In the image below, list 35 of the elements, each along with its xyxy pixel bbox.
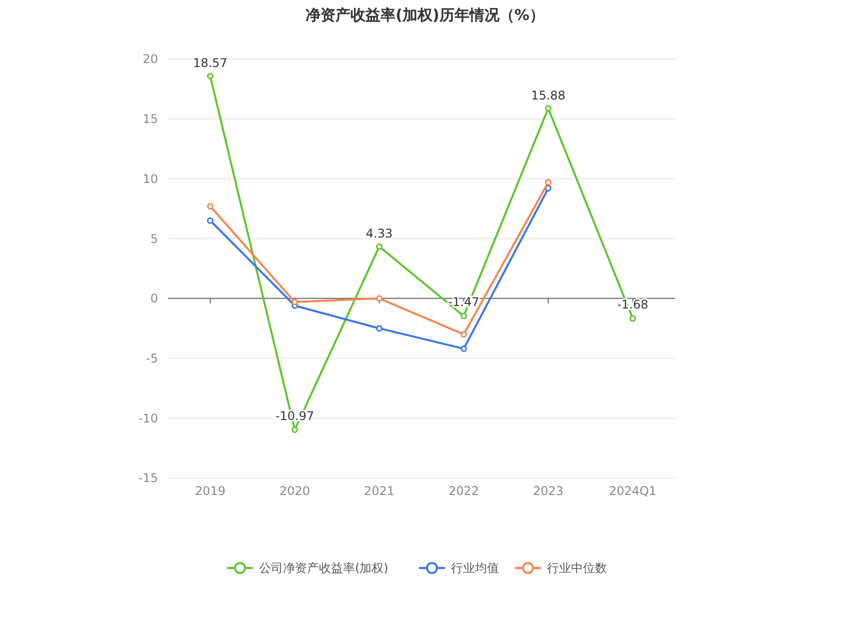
data-label: 4.33 xyxy=(366,226,393,241)
point xyxy=(545,179,552,186)
legend-label: 行业中位数 xyxy=(547,561,607,576)
y-tick-label: 5 xyxy=(150,232,158,246)
point xyxy=(207,72,214,80)
y-tick-label: -15 xyxy=(138,471,158,486)
x-tick-label: 2019 xyxy=(194,484,226,498)
y-tick-label: -10 xyxy=(138,411,158,426)
data-label: 15.88 xyxy=(531,88,566,102)
x-tick-label: 2024Q1 xyxy=(608,484,657,498)
point xyxy=(207,203,214,210)
chart-title: 净资产收益率(加权)历年情况（%） xyxy=(306,6,544,24)
point xyxy=(376,243,382,250)
point xyxy=(545,105,552,112)
y-tick-label: 20 xyxy=(142,52,158,66)
point xyxy=(376,295,382,302)
y-tick-label: 0 xyxy=(150,292,158,306)
x-tick-label: 2023 xyxy=(532,484,564,498)
legend-label: 公司净资产收益率(加权) xyxy=(259,561,388,576)
y-tick-label: 10 xyxy=(142,172,158,186)
point xyxy=(376,325,382,332)
y-tick-label: 15 xyxy=(142,112,158,126)
x-tick-label: 2021 xyxy=(364,484,395,498)
data-label: 18.57 xyxy=(193,56,228,70)
point xyxy=(460,331,467,338)
point xyxy=(630,315,636,322)
point xyxy=(292,298,298,306)
x-tick-label: 2022 xyxy=(448,484,480,498)
point xyxy=(292,426,298,434)
point xyxy=(460,312,467,320)
y-tick-label: -5 xyxy=(146,351,158,366)
point xyxy=(460,345,467,352)
legend-label: 行业均值 xyxy=(451,561,499,576)
point xyxy=(207,217,214,224)
x-tick-label: 2020 xyxy=(279,484,310,498)
